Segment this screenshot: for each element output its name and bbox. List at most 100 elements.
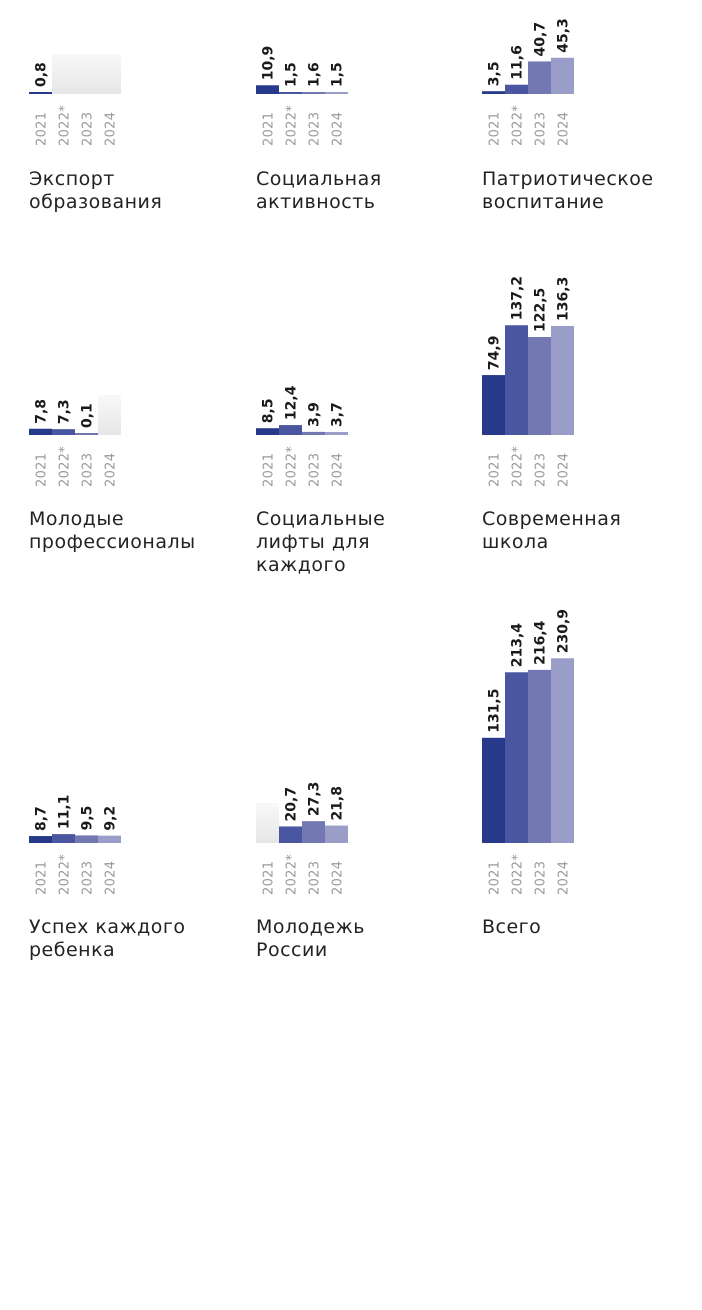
bar bbox=[482, 737, 505, 843]
chart-panel: 2021 20,7 2022* 27,3 2023 21,8 2024 Молодежь Рос… bbox=[227, 750, 442, 991]
year-tick-label: 2024 bbox=[104, 453, 119, 487]
year-tick-label: 2022* bbox=[58, 446, 73, 487]
chart-title-line: Молодежь bbox=[256, 916, 365, 938]
year-tick-label: 2021 bbox=[262, 453, 277, 487]
chart-title: Молодые профессионалы bbox=[29, 508, 196, 554]
bar bbox=[528, 669, 551, 843]
chart-panel: 0,8 2021 2022* 2023 2024 Экспорт образования bbox=[0, 0, 215, 243]
year-tick-label: 2021 bbox=[262, 861, 277, 895]
year-tick-label: 2023 bbox=[81, 861, 96, 895]
missing-data-placeholder bbox=[256, 803, 279, 843]
year-tick-label: 2024 bbox=[331, 453, 346, 487]
year-tick-label: 2024 bbox=[331, 861, 346, 895]
bar-value-label: 213,4 bbox=[510, 623, 526, 668]
chart-panel: 8,5 2021 12,4 2022* 3,9 2023 3,7 2024 Социальные… bbox=[227, 340, 442, 583]
bar bbox=[75, 835, 98, 843]
chart-title-line: школа bbox=[482, 531, 549, 553]
bar-chart: 8,5 2021 12,4 2022* 3,9 2023 3,7 2024 bbox=[256, 385, 348, 487]
bar-value-label: 3,7 bbox=[330, 402, 346, 427]
year-tick-label: 2021 bbox=[488, 112, 503, 146]
bar-value-label: 1,5 bbox=[284, 62, 300, 87]
bar bbox=[325, 432, 348, 435]
bar bbox=[52, 429, 75, 435]
bar-value-label: 45,3 bbox=[556, 18, 572, 53]
bar bbox=[551, 57, 574, 94]
bar-chart: 8,7 2021 11,1 2022* 9,5 2023 9,2 2024 bbox=[29, 795, 121, 895]
bar-value-label: 74,9 bbox=[487, 336, 503, 371]
chart-panel: 131,5 2021 213,4 2022* 216,4 2023 230,9 2024 Все… bbox=[453, 609, 668, 991]
bar-chart: 3,5 2021 11,6 2022* 40,7 2023 45,3 2024 bbox=[482, 18, 574, 146]
bar-value-label: 137,2 bbox=[510, 276, 526, 320]
bar bbox=[98, 835, 121, 843]
year-tick-label: 2021 bbox=[262, 112, 277, 146]
chart-title-line: России bbox=[256, 939, 328, 961]
chart-title: Всего bbox=[482, 916, 541, 939]
bar-value-label: 216,4 bbox=[533, 620, 549, 665]
bar-value-label: 7,3 bbox=[57, 399, 73, 424]
year-tick-label: 2021 bbox=[488, 453, 503, 487]
bar-value-label: 131,5 bbox=[487, 689, 503, 733]
bar-value-label: 21,8 bbox=[330, 786, 346, 821]
bar bbox=[279, 92, 302, 94]
chart-title-line: каждого bbox=[256, 554, 347, 576]
chart-title-line: Современная bbox=[482, 508, 622, 530]
bar-value-label: 20,7 bbox=[284, 787, 300, 822]
year-tick-label: 2024 bbox=[557, 861, 572, 895]
chart-title-line: Экспорт bbox=[29, 168, 115, 190]
year-tick-label: 2022* bbox=[285, 446, 300, 487]
bar-value-label: 1,5 bbox=[330, 62, 346, 87]
bar-value-label: 9,2 bbox=[103, 806, 119, 831]
year-tick-label: 2021 bbox=[35, 112, 50, 146]
chart-title: Молодежь России bbox=[256, 916, 365, 962]
bar bbox=[505, 325, 528, 435]
bar bbox=[279, 826, 302, 843]
year-tick-label: 2024 bbox=[104, 112, 119, 146]
year-tick-label: 2022* bbox=[58, 105, 73, 146]
bar bbox=[29, 836, 52, 843]
bar bbox=[325, 92, 348, 94]
bar bbox=[302, 92, 325, 94]
chart-title-line: образования bbox=[29, 191, 163, 213]
chart-title: Социальная активность bbox=[256, 168, 382, 214]
year-tick-label: 2021 bbox=[35, 453, 50, 487]
bar-value-label: 122,5 bbox=[533, 288, 549, 332]
chart-panel: 7,8 2021 7,3 2022* 0,1 2023 2024 Молодые професс… bbox=[0, 340, 215, 583]
chart-title-line: воспитание bbox=[482, 191, 605, 213]
chart-title-line: Патриотическое bbox=[482, 168, 654, 190]
bar bbox=[256, 85, 279, 94]
missing-data-placeholder bbox=[98, 395, 121, 435]
bar-value-label: 12,4 bbox=[284, 385, 300, 420]
bar bbox=[482, 375, 505, 435]
chart-title: Патриотическое воспитание bbox=[482, 168, 654, 214]
bar-value-label: 40,7 bbox=[533, 22, 549, 57]
bar bbox=[505, 672, 528, 843]
bar bbox=[302, 431, 325, 435]
year-tick-label: 2023 bbox=[534, 453, 549, 487]
chart-title-line: активность bbox=[256, 191, 376, 213]
chart-title-line: профессионалы bbox=[29, 531, 196, 553]
year-tick-label: 2023 bbox=[534, 112, 549, 146]
bar-value-label: 27,3 bbox=[307, 782, 323, 817]
bar bbox=[302, 821, 325, 843]
year-tick-label: 2023 bbox=[81, 112, 96, 146]
bar bbox=[29, 428, 52, 435]
bar-value-label: 0,8 bbox=[34, 62, 50, 87]
chart-title: Экспорт образования bbox=[29, 168, 162, 214]
bar-chart: 74,9 2021 137,2 2022* 122,5 2023 136,3 2024 bbox=[482, 276, 574, 487]
bar-value-label: 9,5 bbox=[80, 806, 96, 831]
bar bbox=[52, 834, 75, 843]
chart-title: Социальные лифты для каждого bbox=[256, 508, 385, 577]
bar bbox=[29, 92, 52, 94]
chart-title-line: Социальная bbox=[256, 168, 382, 190]
chart-title-line: лифты для bbox=[256, 531, 371, 553]
bar bbox=[482, 91, 505, 94]
bar bbox=[528, 337, 551, 435]
bar bbox=[325, 825, 348, 843]
bar-value-label: 3,9 bbox=[307, 402, 323, 427]
year-tick-label: 2022* bbox=[511, 105, 526, 146]
bar bbox=[528, 61, 551, 94]
chart-title-line: ребенка bbox=[29, 939, 116, 961]
bar bbox=[75, 433, 98, 435]
bar-value-label: 10,9 bbox=[261, 46, 277, 81]
chart-panel: 10,9 2021 1,5 2022* 1,6 2023 1,5 2024 Социальная… bbox=[227, 0, 442, 243]
